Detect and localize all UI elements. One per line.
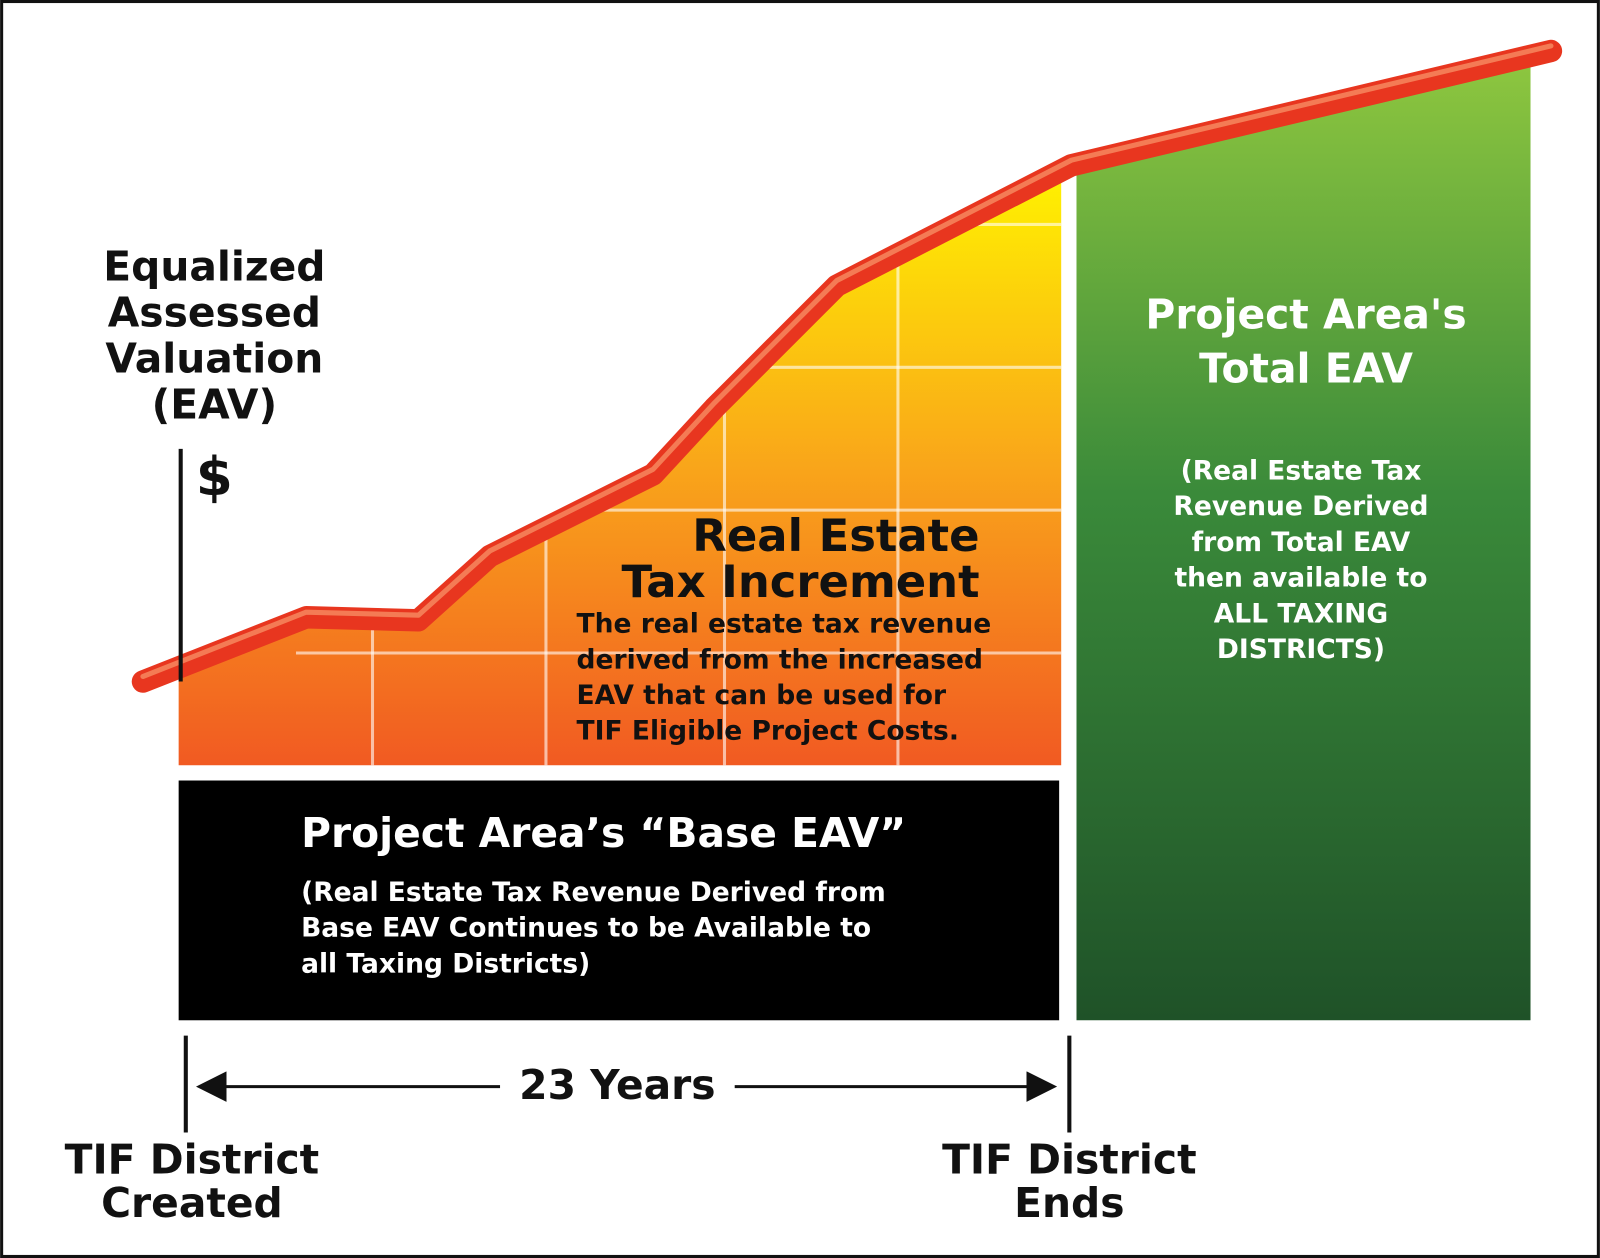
increment-title: Real Estate bbox=[692, 509, 979, 562]
base-description: (Real Estate Tax Revenue Derived from bbox=[301, 877, 886, 908]
total-title: Project Area's bbox=[1145, 291, 1466, 339]
timeline-start: Created bbox=[101, 1179, 283, 1227]
total-description: DISTRICTS) bbox=[1217, 634, 1385, 665]
eav-curve-highlight bbox=[140, 43, 1554, 679]
total-title: Total EAV bbox=[1199, 345, 1413, 393]
timeline-end: Ends bbox=[1014, 1179, 1124, 1227]
increment-description: The real estate tax revenue bbox=[577, 609, 992, 640]
timeline-start: TIF District bbox=[65, 1135, 320, 1183]
eav-curve bbox=[131, 39, 1563, 693]
increment-description: EAV that can be used for bbox=[577, 680, 947, 711]
y-axis-label: Equalized bbox=[103, 243, 325, 291]
total-description: (Real Estate Tax bbox=[1181, 456, 1422, 487]
increment-area bbox=[178, 171, 1062, 766]
total-description: then available to bbox=[1174, 563, 1427, 594]
timeline-end: TIF District bbox=[942, 1135, 1197, 1183]
total-description: Revenue Derived bbox=[1173, 491, 1428, 522]
increment-description: TIF Eligible Project Costs. bbox=[577, 716, 959, 747]
total-description: ALL TAXING bbox=[1214, 598, 1388, 629]
increment-description: derived from the increased bbox=[577, 644, 983, 675]
y-axis-label: Assessed bbox=[108, 288, 321, 336]
base-title: Project Area’s “Base EAV” bbox=[301, 809, 906, 857]
increment-title: Tax Increment bbox=[621, 555, 979, 608]
y-axis-symbol: $ bbox=[196, 446, 233, 508]
y-axis-label: (EAV) bbox=[152, 380, 278, 428]
base-description: all Taxing Districts) bbox=[301, 948, 590, 979]
y-axis-label: Valuation bbox=[105, 334, 323, 382]
base-description: Base EAV Continues to be Available to bbox=[301, 913, 871, 944]
timeline-duration: 23 Years bbox=[519, 1061, 715, 1109]
total-area bbox=[1076, 63, 1531, 1021]
total-description: from Total EAV bbox=[1192, 527, 1411, 558]
base-box bbox=[178, 780, 1060, 1021]
